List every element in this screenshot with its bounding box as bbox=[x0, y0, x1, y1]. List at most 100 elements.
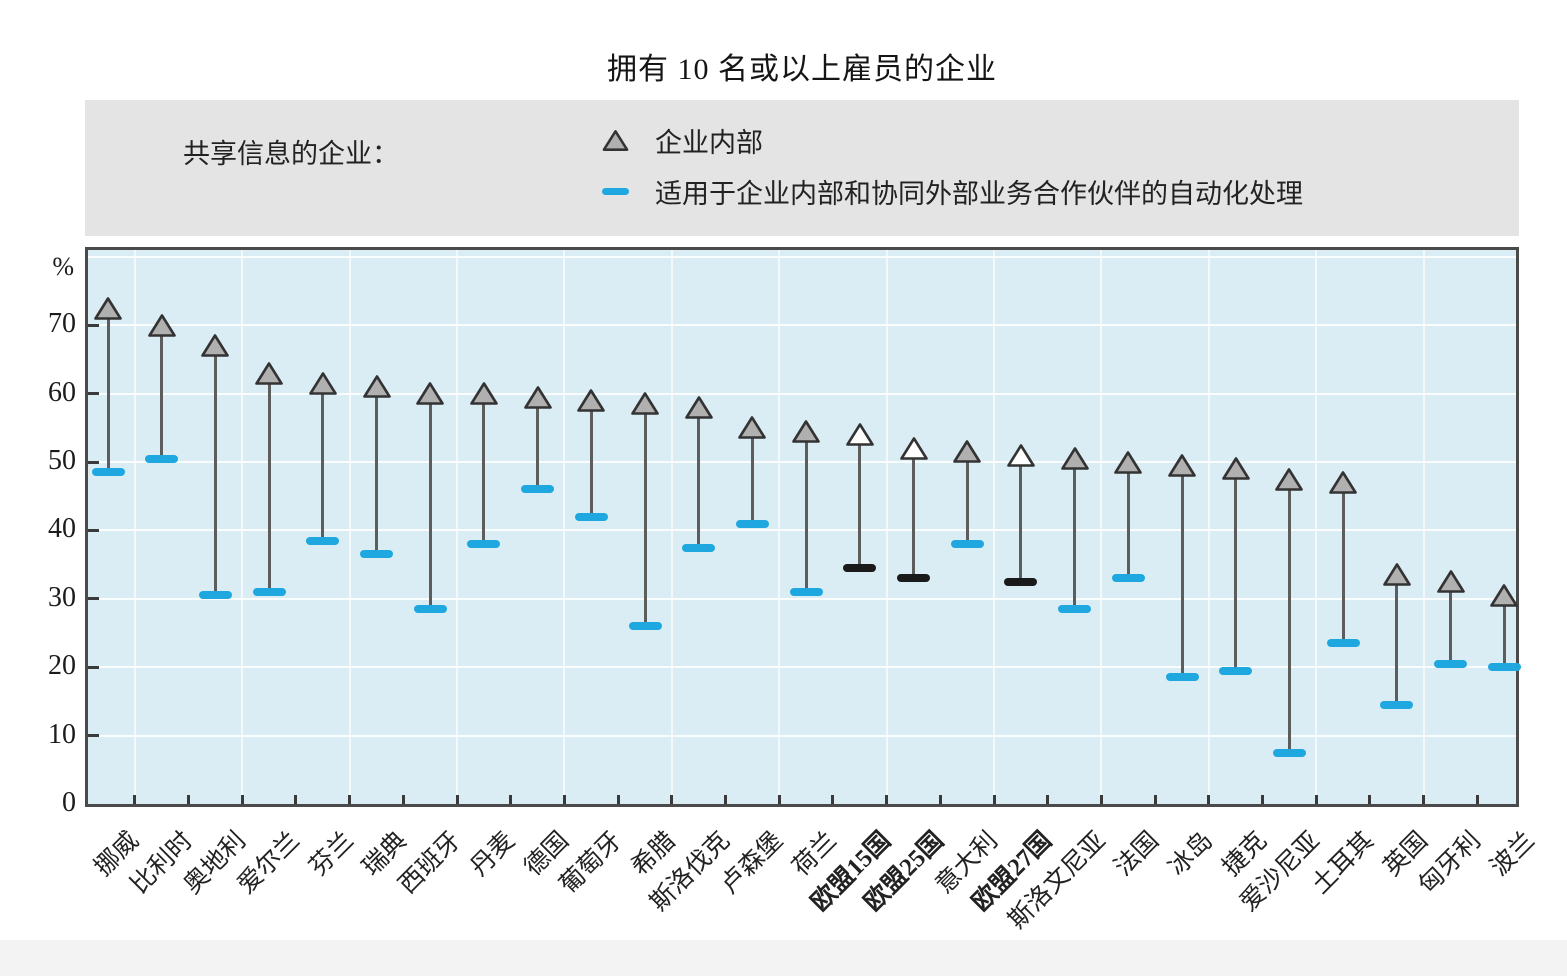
x-axis-tick bbox=[1422, 795, 1426, 804]
x-axis-tick bbox=[187, 795, 191, 804]
x-axis-tick bbox=[831, 795, 835, 804]
legend-item-automation: 适用于企业内部和协同外部业务合作伙伴的自动化处理 bbox=[597, 166, 1303, 217]
automation-bar bbox=[1111, 574, 1145, 583]
x-axis-tick bbox=[777, 795, 781, 804]
automation-bar bbox=[145, 454, 179, 463]
range-stem bbox=[1180, 465, 1184, 678]
internal-triangle bbox=[470, 382, 498, 405]
gridline-v bbox=[133, 250, 136, 804]
range-stem bbox=[375, 386, 378, 555]
gridline-v bbox=[993, 250, 996, 804]
legend-label-internal: 企业内部 bbox=[655, 128, 763, 158]
range-stem bbox=[1502, 595, 1506, 668]
gridline-h bbox=[88, 597, 1516, 600]
legend-item-internal: 企业内部 bbox=[597, 115, 1303, 166]
x-axis-tick bbox=[1314, 795, 1318, 804]
automation-bar bbox=[1058, 605, 1092, 614]
range-stem bbox=[428, 393, 432, 610]
legend: 共享信息的企业： 企业内部 适用于企业内部和协同外部业务合作伙伴的自动化处理 bbox=[85, 100, 1519, 236]
range-stem bbox=[160, 325, 164, 459]
range-stem bbox=[750, 427, 754, 524]
gridline-h bbox=[88, 324, 1516, 327]
eu-internal-triangle bbox=[1007, 443, 1035, 467]
y-tick-label: 50 bbox=[48, 445, 76, 477]
y-tick-label: 30 bbox=[48, 581, 76, 613]
gridline-v bbox=[670, 250, 673, 804]
range-stem bbox=[1234, 468, 1238, 671]
automation-bar bbox=[628, 622, 662, 631]
range-stem bbox=[1073, 458, 1077, 610]
y-tick-label: 10 bbox=[48, 718, 76, 750]
range-stem bbox=[106, 308, 110, 473]
automation-bar bbox=[735, 519, 769, 528]
y-axis-unit: % bbox=[52, 252, 74, 281]
dash-marker-icon bbox=[597, 188, 633, 195]
range-stem bbox=[482, 393, 486, 545]
automation-bar bbox=[252, 587, 286, 596]
range-stem bbox=[858, 434, 862, 569]
x-axis-tick bbox=[509, 795, 513, 804]
category-label: 波兰 bbox=[1485, 826, 1541, 882]
internal-triangle bbox=[1060, 447, 1089, 470]
x-axis-tick bbox=[1153, 795, 1157, 804]
gridline-h bbox=[88, 529, 1516, 532]
gridline-v bbox=[241, 250, 244, 804]
page-bottom-strip bbox=[0, 940, 1567, 976]
automation-bar bbox=[360, 550, 393, 559]
internal-triangle bbox=[631, 392, 659, 416]
automation-bar bbox=[91, 468, 125, 477]
internal-triangle bbox=[577, 389, 606, 412]
category-label: 冰岛 bbox=[1163, 826, 1219, 882]
range-stem bbox=[1341, 482, 1345, 644]
x-axis-tick bbox=[1368, 795, 1372, 804]
y-axis-tick bbox=[88, 665, 99, 669]
automation-bar bbox=[521, 485, 555, 494]
internal-triangle bbox=[523, 385, 552, 409]
automation-bar bbox=[413, 605, 447, 614]
x-axis-tick bbox=[724, 795, 728, 804]
x-axis-tick bbox=[133, 795, 137, 804]
x-axis-tick bbox=[616, 795, 620, 804]
eu-internal-triangle bbox=[899, 437, 928, 460]
automation-bar bbox=[789, 587, 823, 596]
x-axis-tick bbox=[1475, 795, 1479, 804]
y-axis-tick bbox=[88, 460, 99, 464]
internal-triangle bbox=[738, 416, 767, 440]
range-stem bbox=[213, 345, 217, 596]
range-stem bbox=[1395, 574, 1399, 705]
x-axis-tick bbox=[885, 795, 889, 804]
y-tick-label: 60 bbox=[48, 376, 76, 408]
x-axis-tick bbox=[401, 795, 405, 804]
internal-triangle bbox=[953, 440, 981, 464]
gridline-v bbox=[1422, 250, 1425, 804]
gridline-h bbox=[88, 392, 1516, 395]
internal-triangle bbox=[1221, 457, 1250, 481]
range-stem bbox=[321, 383, 325, 541]
gridline-v bbox=[456, 250, 459, 804]
automation-bar bbox=[1272, 748, 1306, 757]
x-axis-tick bbox=[240, 795, 244, 804]
internal-triangle bbox=[792, 419, 820, 443]
chart-title: 拥有 10 名或以上雇员的企业 bbox=[607, 53, 997, 86]
y-axis-tick bbox=[88, 597, 99, 601]
automation-bar bbox=[1434, 659, 1467, 668]
y-axis-tick bbox=[88, 734, 99, 738]
x-axis-tick bbox=[1261, 795, 1265, 804]
internal-triangle bbox=[416, 382, 444, 405]
y-tick-label: 70 bbox=[48, 308, 76, 340]
range-stem bbox=[536, 397, 540, 490]
internal-triangle bbox=[1329, 471, 1357, 494]
automation-bar bbox=[574, 512, 608, 521]
eu-automation-bar bbox=[897, 574, 930, 583]
automation-bar bbox=[467, 540, 501, 549]
range-stem bbox=[1126, 462, 1130, 579]
range-stem bbox=[1019, 455, 1023, 582]
automation-bar bbox=[198, 591, 232, 600]
x-axis-tick bbox=[992, 795, 996, 804]
x-axis-tick bbox=[1207, 795, 1211, 804]
internal-triangle bbox=[1382, 563, 1411, 587]
x-axis-tick bbox=[562, 795, 566, 804]
eu-automation-bar bbox=[1004, 577, 1038, 586]
x-axis-tick bbox=[348, 795, 352, 804]
automation-bar bbox=[1380, 700, 1414, 709]
